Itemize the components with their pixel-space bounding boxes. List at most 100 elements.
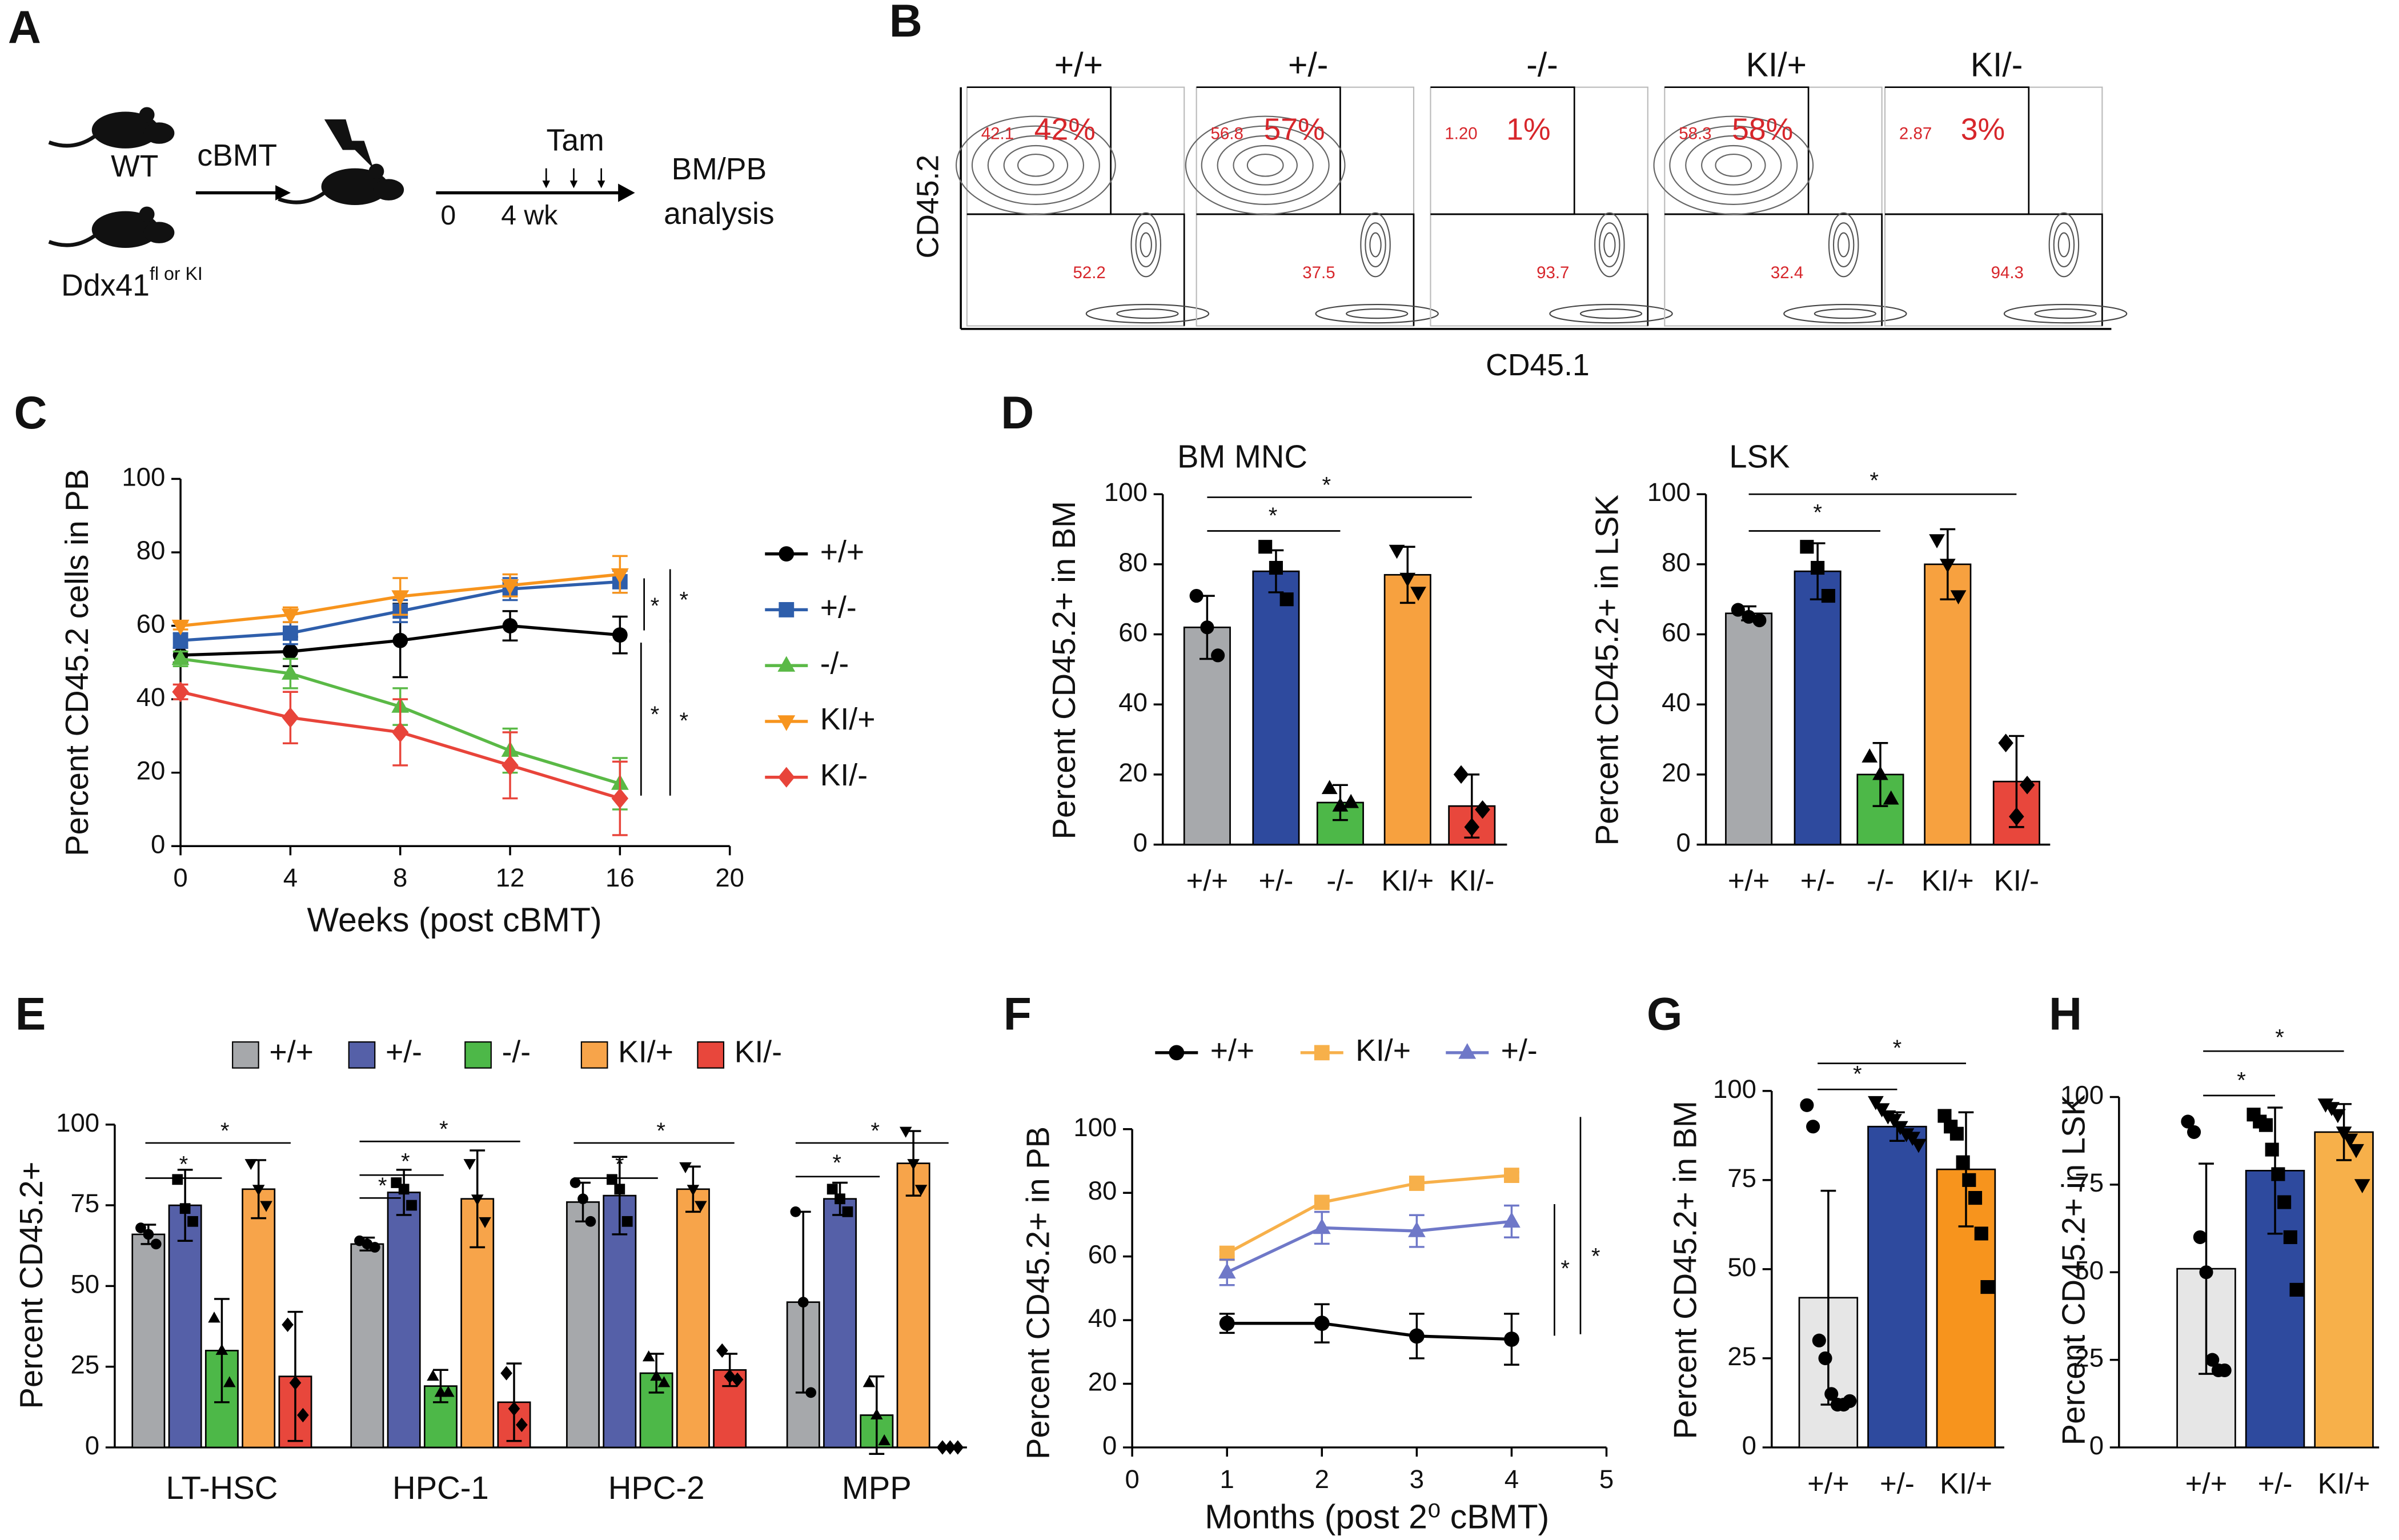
bar <box>896 1162 930 1449</box>
marker <box>2342 1133 2358 1148</box>
bar <box>1725 612 1773 845</box>
marker <box>1880 1110 1896 1125</box>
legend-label: +/- <box>386 1036 422 1069</box>
legend-label: KI/+ <box>820 703 876 736</box>
y-tick-label: 80 <box>1662 548 1691 577</box>
contour <box>1365 222 1386 267</box>
marker <box>1409 1328 1425 1344</box>
significance-label: * <box>680 708 689 733</box>
contour <box>1246 153 1284 177</box>
marker <box>1929 534 1945 548</box>
contour <box>1201 125 1330 205</box>
marker <box>150 1238 162 1250</box>
marker <box>2289 1282 2304 1297</box>
mouse-icon <box>143 222 175 243</box>
marker <box>1407 1221 1426 1237</box>
marker <box>283 644 298 659</box>
arrowhead <box>569 181 578 189</box>
gate <box>1430 86 1575 215</box>
contour <box>2053 222 2075 267</box>
marker <box>1399 572 1416 587</box>
gate-label: 52.2 <box>1073 263 1105 282</box>
x-tick-label: KI/+ <box>2318 1467 2370 1499</box>
significance-label: * <box>656 1118 665 1144</box>
marker <box>679 1162 692 1173</box>
x-tick-label: -/- <box>1326 864 1354 897</box>
y-tick-label: 40 <box>137 683 166 712</box>
gate <box>1430 213 1649 326</box>
y-axis-label: Percent CD45.2+ in LSK <box>2056 1094 2092 1445</box>
bar <box>566 1201 600 1449</box>
marker <box>2181 1114 2195 1129</box>
x-tick-label: KI/+ <box>1381 864 1434 897</box>
y-tick-label: 100 <box>1713 1074 1756 1104</box>
legend-marker <box>1314 1045 1330 1061</box>
marker <box>842 1206 853 1217</box>
legend-label: +/+ <box>269 1036 313 1069</box>
x-tick-label: KI/+ <box>1921 864 1974 897</box>
mouse-icon <box>48 234 97 247</box>
arrowhead <box>618 183 635 202</box>
gate-label: 32.4 <box>1771 263 1803 282</box>
legend-marker <box>777 715 796 731</box>
marker <box>577 1193 588 1205</box>
y-tick-label: 40 <box>1088 1304 1117 1333</box>
x-tick-label: -/- <box>1867 864 1894 897</box>
label: analysis <box>664 197 775 231</box>
marker <box>1503 1212 1521 1228</box>
mouse-icon <box>143 122 175 144</box>
marker <box>171 619 190 636</box>
marker <box>1956 1155 1970 1169</box>
x-tick-label: 0 <box>1125 1465 1139 1494</box>
legend-marker <box>777 656 796 672</box>
panel-label: H <box>2049 988 2082 1040</box>
y-tick-label: 100 <box>1647 478 1691 507</box>
plot-title: KI/+ <box>1746 46 1807 83</box>
legend-swatch <box>232 1041 259 1069</box>
marker <box>172 1174 183 1185</box>
y-tick-label: 80 <box>1118 548 1148 577</box>
marker <box>1812 1333 1826 1348</box>
bar <box>1183 626 1231 845</box>
legend-label: KI/+ <box>1355 1034 1411 1068</box>
marker <box>502 618 518 633</box>
axis-label: CD45.1 <box>1486 348 1590 382</box>
y-tick-label: 0 <box>85 1431 99 1460</box>
marker <box>1200 620 1214 635</box>
panel-label: D <box>1001 387 1034 439</box>
significance-label: * <box>179 1152 188 1177</box>
marker <box>870 1408 883 1419</box>
marker <box>1475 800 1490 819</box>
mouse-icon <box>48 134 97 148</box>
contour <box>1783 303 1907 324</box>
x-tick-label: 3 <box>1410 1465 1424 1494</box>
bar <box>1794 570 1842 845</box>
marker <box>392 632 408 648</box>
bar <box>676 1188 710 1449</box>
marker <box>179 1203 191 1214</box>
bar <box>460 1198 495 1449</box>
series-line <box>1226 1173 1512 1255</box>
significance-label: * <box>870 1118 880 1144</box>
marker <box>835 1193 845 1205</box>
significance-label: * <box>832 1150 841 1176</box>
marker <box>471 1194 484 1206</box>
y-tick-label: 60 <box>1662 618 1691 647</box>
x-tick-label: +/- <box>2258 1467 2293 1499</box>
legend-label: +/+ <box>820 535 864 569</box>
marker <box>1868 1096 1884 1110</box>
x-tick-label: 12 <box>496 863 525 892</box>
marker <box>936 1440 949 1455</box>
significance-label: * <box>651 593 660 619</box>
x-tick-label: +/+ <box>1807 1467 1850 1499</box>
y-tick-label: 25 <box>1727 1342 1756 1371</box>
y-tick-label: 40 <box>1118 688 1148 717</box>
x-tick-label: KI/- <box>1994 864 2039 897</box>
contour <box>1369 232 1382 258</box>
marker <box>1874 1103 1890 1118</box>
mouse-icon <box>368 163 384 179</box>
contour <box>1130 212 1162 278</box>
gate-label: 58.3 <box>1679 125 1711 143</box>
marker <box>1464 817 1480 837</box>
